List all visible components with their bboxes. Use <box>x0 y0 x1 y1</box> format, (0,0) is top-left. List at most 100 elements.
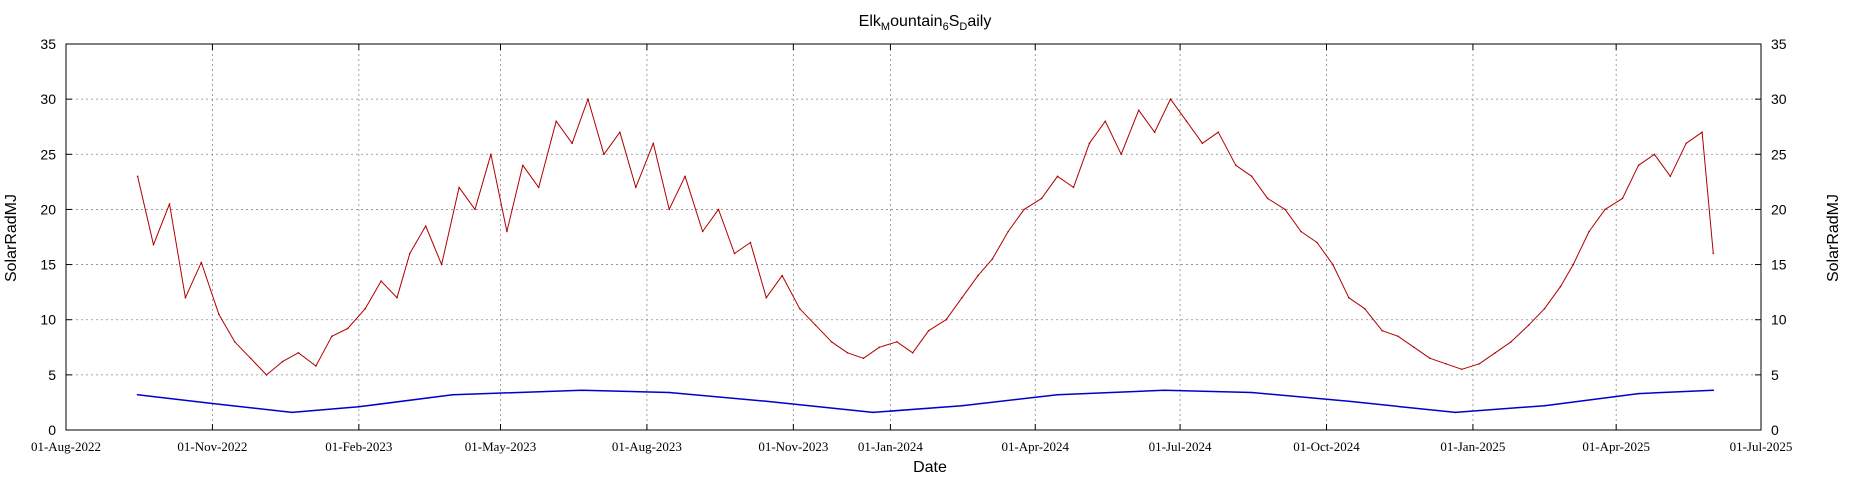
y-tick-label-left: 15 <box>40 257 56 273</box>
series-0-point <box>571 142 573 145</box>
y-axis-title-left: SolarRadMJ <box>3 194 20 282</box>
y-tick-label-right: 30 <box>1771 91 1787 107</box>
series-0-point <box>136 175 139 178</box>
y-tick-label-left: 20 <box>40 201 56 217</box>
series-0-point <box>619 131 621 133</box>
series-line-0 <box>137 98 1714 376</box>
series-0-point <box>1510 341 1512 343</box>
x-tick-label: 01-Jul-2025 <box>1730 439 1793 454</box>
y-tick-label-left: 35 <box>40 36 56 52</box>
series-0-point <box>315 365 317 367</box>
series-0-point <box>152 243 155 246</box>
y-tick-label-left: 30 <box>40 91 56 107</box>
series-0-point <box>1266 197 1269 200</box>
y-tick-label-right: 10 <box>1771 312 1787 328</box>
series-0-point <box>1685 142 1687 145</box>
series-0-point <box>1637 164 1640 167</box>
y-tick-label-right: 20 <box>1771 201 1787 217</box>
series-0-point <box>555 120 557 122</box>
series-0-point <box>458 186 460 189</box>
plot-area-frame <box>65 43 1762 431</box>
series-0-point <box>635 186 637 189</box>
x-tick-label: 01-Nov-2023 <box>758 439 828 454</box>
y-tick-label-right: 5 <box>1771 367 1779 383</box>
series-0-point <box>1040 197 1043 200</box>
series-0-point <box>798 307 801 310</box>
series-0-point <box>168 203 171 205</box>
y-tick-label-left: 0 <box>48 422 56 438</box>
series-0-point <box>346 327 349 330</box>
series-0-point <box>1543 307 1546 310</box>
series-1-point <box>136 393 139 396</box>
series-1-point <box>961 404 963 407</box>
series-0-point <box>1007 230 1009 233</box>
series-0-point <box>1669 175 1672 178</box>
series-0-point <box>1397 335 1399 338</box>
y-tick-label-right: 15 <box>1771 257 1787 273</box>
series-0-point <box>265 374 268 376</box>
series-0-point <box>1235 164 1237 167</box>
series-1-point <box>1056 393 1059 396</box>
series-1-point <box>872 411 874 414</box>
series-1-point <box>765 400 768 403</box>
grid-lines <box>66 44 1761 430</box>
series-0-point <box>1461 368 1463 371</box>
series-0-point <box>701 230 704 233</box>
y-tick-label-left: 10 <box>40 312 56 328</box>
series-0-point <box>1429 357 1431 360</box>
series-0-point <box>1153 131 1156 133</box>
series-0-point <box>1588 230 1590 233</box>
series-0-point <box>1332 263 1334 266</box>
series-0-point <box>506 230 508 233</box>
series-0-point <box>1250 175 1253 178</box>
series-0-point <box>1527 324 1530 327</box>
series-0-point <box>1056 175 1059 178</box>
series-0-point <box>684 175 686 178</box>
series-0-point <box>878 346 881 349</box>
series-0-point <box>474 208 476 211</box>
series-0-point <box>830 341 833 343</box>
series-line-1 <box>137 389 1714 414</box>
series-1-point <box>1250 391 1253 394</box>
x-tick-label: 01-Jan-2025 <box>1440 439 1505 454</box>
series-0-point <box>1445 363 1447 365</box>
series-1-point <box>1543 404 1546 407</box>
series-0-point <box>331 335 333 338</box>
series-1-point <box>1712 389 1715 392</box>
x-tick-label: 01-May-2023 <box>465 439 537 454</box>
x-tick-label: 01-Oct-2024 <box>1293 439 1360 454</box>
series-0-point <box>1381 329 1383 332</box>
series-0-point <box>1621 197 1624 200</box>
y-tick-label-right: 25 <box>1771 146 1787 162</box>
series-0-point <box>1023 208 1025 211</box>
series-0-point <box>927 329 930 332</box>
series-0-point <box>603 153 605 156</box>
series-1-point <box>451 393 454 396</box>
axis-ticks: 0 0 5 5 10 10 15 15 20 20 25 25 30 30 35 35 01-Aug-2022 0… <box>31 36 1792 454</box>
series-0-point <box>911 352 914 354</box>
data-series <box>136 98 1715 414</box>
series-0-point <box>409 252 411 255</box>
series-0-point <box>1478 363 1481 365</box>
series-0-point <box>1363 307 1366 310</box>
series-0-point <box>765 296 768 299</box>
x-tick-label: 01-Nov-2022 <box>177 439 247 454</box>
y-tick-label-left: 25 <box>40 146 56 162</box>
series-0-point <box>781 274 783 277</box>
series-0-point <box>1201 142 1204 145</box>
series-1-point <box>291 411 293 414</box>
series-0-point <box>977 274 979 277</box>
series-1-point <box>211 402 214 405</box>
series-0-point <box>184 296 187 299</box>
x-tick-label: 01-Apr-2025 <box>1582 439 1650 454</box>
series-0-point <box>1169 98 1172 100</box>
series-0-point <box>537 186 540 189</box>
x-tick-label: 01-Apr-2024 <box>1001 439 1069 454</box>
series-0-point <box>945 318 947 321</box>
series-0-point <box>364 307 367 310</box>
series-0-point <box>1217 131 1220 133</box>
series-0-point <box>862 357 865 360</box>
x-tick-label: 01-Jan-2024 <box>858 439 923 454</box>
series-0-point <box>522 164 524 167</box>
series-0-point <box>1494 352 1496 354</box>
